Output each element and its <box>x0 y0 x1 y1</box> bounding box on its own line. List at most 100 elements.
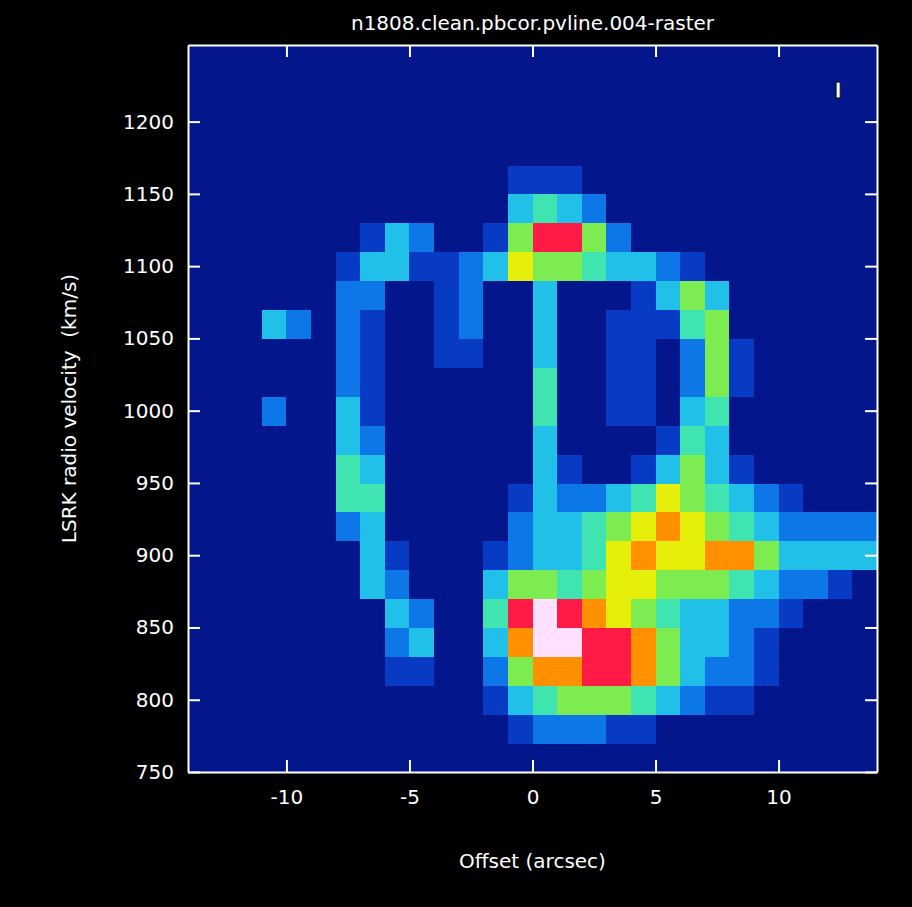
y-axis-tick: 750 <box>136 760 200 784</box>
cell <box>434 483 459 513</box>
cell <box>237 570 262 600</box>
cell <box>213 338 238 368</box>
cell <box>262 483 287 513</box>
cell <box>705 165 730 195</box>
cell <box>508 367 533 397</box>
cell <box>262 714 287 744</box>
cell <box>483 367 508 397</box>
cell <box>705 396 730 426</box>
cell <box>779 309 804 339</box>
y-axis-title: LSRK radio velocity (km/s) <box>57 274 81 543</box>
cell <box>385 599 410 629</box>
y-axis-tick-mark <box>188 266 200 268</box>
cell <box>459 309 484 339</box>
cell <box>508 309 533 339</box>
x-axis-top-tick <box>779 45 780 57</box>
cell <box>286 194 311 224</box>
cell <box>360 309 385 339</box>
cell <box>262 541 287 571</box>
cell <box>213 396 238 426</box>
cell <box>631 599 656 629</box>
cell <box>705 223 730 253</box>
cell <box>582 685 607 715</box>
cell <box>262 599 287 629</box>
cell <box>508 512 533 542</box>
x-axis-tick-mark <box>409 760 411 772</box>
x-axis-tick-label: 10 <box>766 785 791 809</box>
cell <box>360 483 385 513</box>
cell <box>237 338 262 368</box>
cell <box>286 136 311 166</box>
y-axis-right-tick <box>865 338 877 339</box>
cell <box>705 627 730 657</box>
cell <box>237 541 262 571</box>
cell <box>286 656 311 686</box>
cell <box>434 454 459 484</box>
x-axis-tick: 5 <box>650 760 663 809</box>
cell <box>779 599 804 629</box>
cell <box>360 541 385 571</box>
cell <box>533 454 558 484</box>
cell <box>188 252 213 282</box>
y-axis-right-tick <box>865 194 877 195</box>
cell <box>459 252 484 282</box>
cell <box>286 165 311 195</box>
cell <box>262 396 287 426</box>
cell <box>680 309 705 339</box>
cell <box>606 194 631 224</box>
cell <box>311 483 336 513</box>
cell <box>508 78 533 108</box>
cell <box>336 107 361 137</box>
cell <box>656 309 681 339</box>
cell <box>237 78 262 108</box>
cell <box>606 49 631 79</box>
cell <box>409 454 434 484</box>
x-axis-top <box>189 45 878 57</box>
cell <box>237 483 262 513</box>
cell <box>582 425 607 455</box>
cell <box>582 627 607 657</box>
cell <box>459 338 484 368</box>
y-axis-right-tick-mark <box>865 627 877 629</box>
cell <box>754 338 779 368</box>
cell <box>631 78 656 108</box>
cell <box>262 627 287 657</box>
cell <box>434 367 459 397</box>
cell <box>705 743 730 772</box>
cell <box>483 570 508 600</box>
cell <box>237 396 262 426</box>
cell <box>582 541 607 571</box>
cell <box>606 396 631 426</box>
cell <box>754 483 779 513</box>
cell <box>606 743 631 772</box>
cell <box>606 165 631 195</box>
cell <box>213 656 238 686</box>
cell <box>754 743 779 772</box>
cell <box>582 252 607 282</box>
cell <box>286 425 311 455</box>
cell <box>188 281 213 311</box>
cell <box>336 194 361 224</box>
cell <box>680 656 705 686</box>
y-axis-tick: 1050 <box>123 326 200 350</box>
cell <box>459 78 484 108</box>
cell <box>803 743 828 772</box>
cell <box>188 685 213 715</box>
cell <box>409 49 434 79</box>
cell <box>237 223 262 253</box>
cell <box>803 367 828 397</box>
cell <box>213 136 238 166</box>
cell <box>360 367 385 397</box>
cell <box>434 396 459 426</box>
cell <box>557 425 582 455</box>
cell <box>852 685 877 715</box>
cell <box>409 309 434 339</box>
cell <box>631 396 656 426</box>
cell <box>680 165 705 195</box>
cell <box>360 685 385 715</box>
cell <box>803 194 828 224</box>
cell <box>237 252 262 282</box>
cell <box>631 570 656 600</box>
cell <box>828 107 853 137</box>
cell <box>360 627 385 657</box>
